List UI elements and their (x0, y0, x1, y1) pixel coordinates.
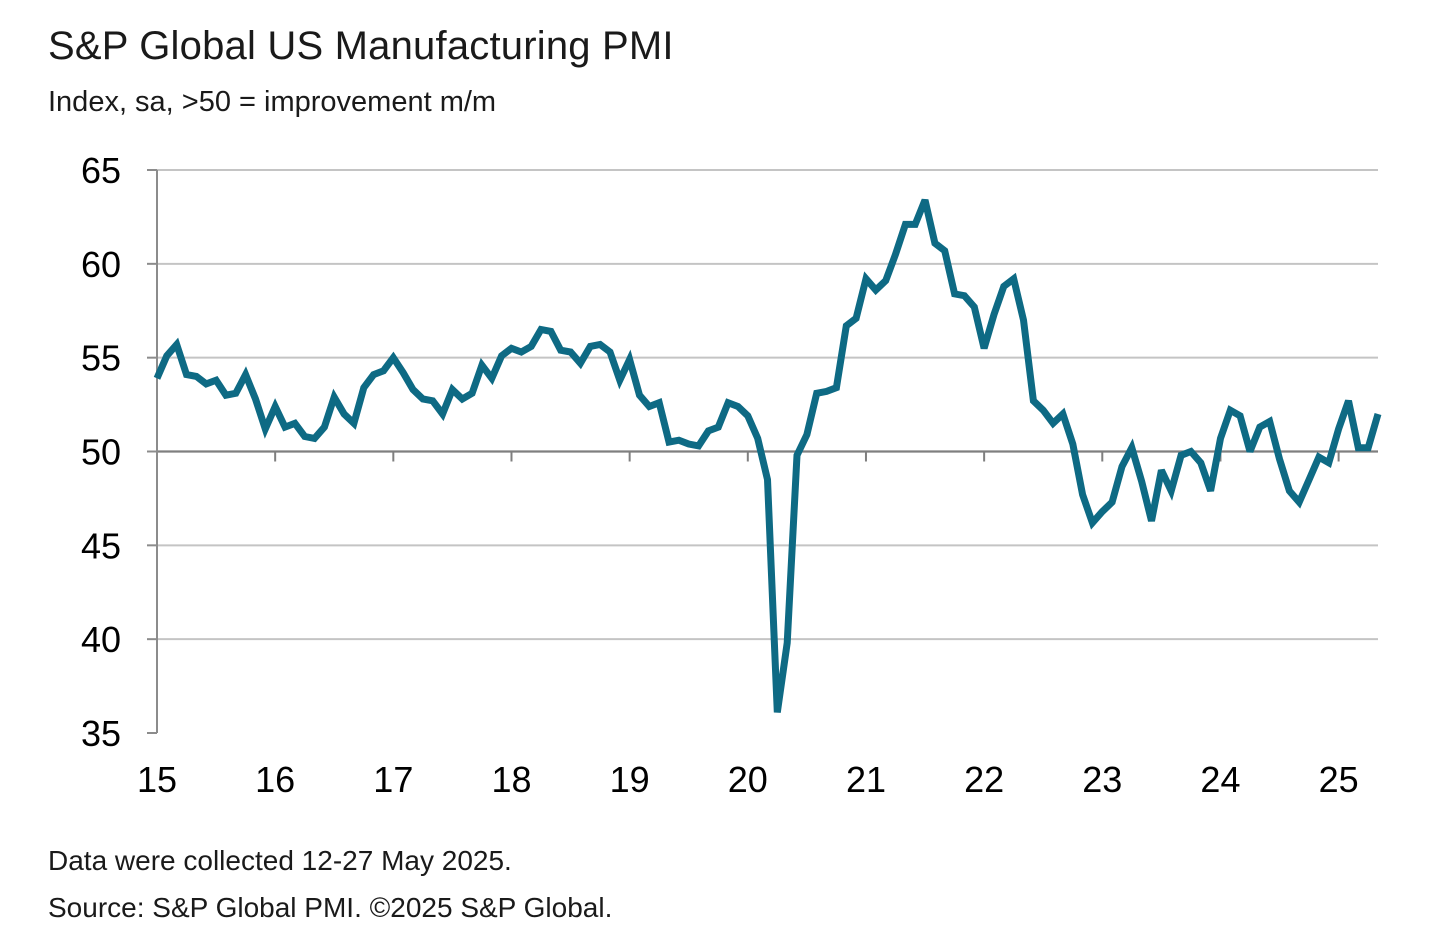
source-note: Source: S&P Global PMI. ©2025 S&P Global… (48, 892, 613, 923)
y-tick-label: 40 (81, 619, 121, 660)
x-tick-label: 24 (1200, 759, 1240, 800)
x-tick-label: 16 (255, 759, 295, 800)
x-tick-label: 20 (728, 759, 768, 800)
x-tick-label: 19 (610, 759, 650, 800)
x-tick-label: 15 (137, 759, 177, 800)
data-collection-note: Data were collected 12-27 May 2025. (48, 845, 512, 876)
y-tick-label: 60 (81, 244, 121, 285)
x-tick-label: 18 (491, 759, 531, 800)
y-tick-label: 55 (81, 338, 121, 379)
x-tick-label: 23 (1082, 759, 1122, 800)
y-tick-label: 45 (81, 525, 121, 566)
x-tick-label: 21 (846, 759, 886, 800)
y-tick-label: 65 (81, 150, 121, 191)
x-tick-label: 22 (964, 759, 1004, 800)
chart-title: S&P Global US Manufacturing PMI (48, 24, 674, 68)
x-tick-label: 17 (373, 759, 413, 800)
pmi-series-line (153, 198, 1382, 713)
y-tick-label: 35 (81, 713, 121, 754)
chart-subtitle: Index, sa, >50 = improvement m/m (48, 86, 497, 118)
y-tick-label: 50 (81, 432, 121, 473)
x-tick-label: 25 (1319, 759, 1359, 800)
